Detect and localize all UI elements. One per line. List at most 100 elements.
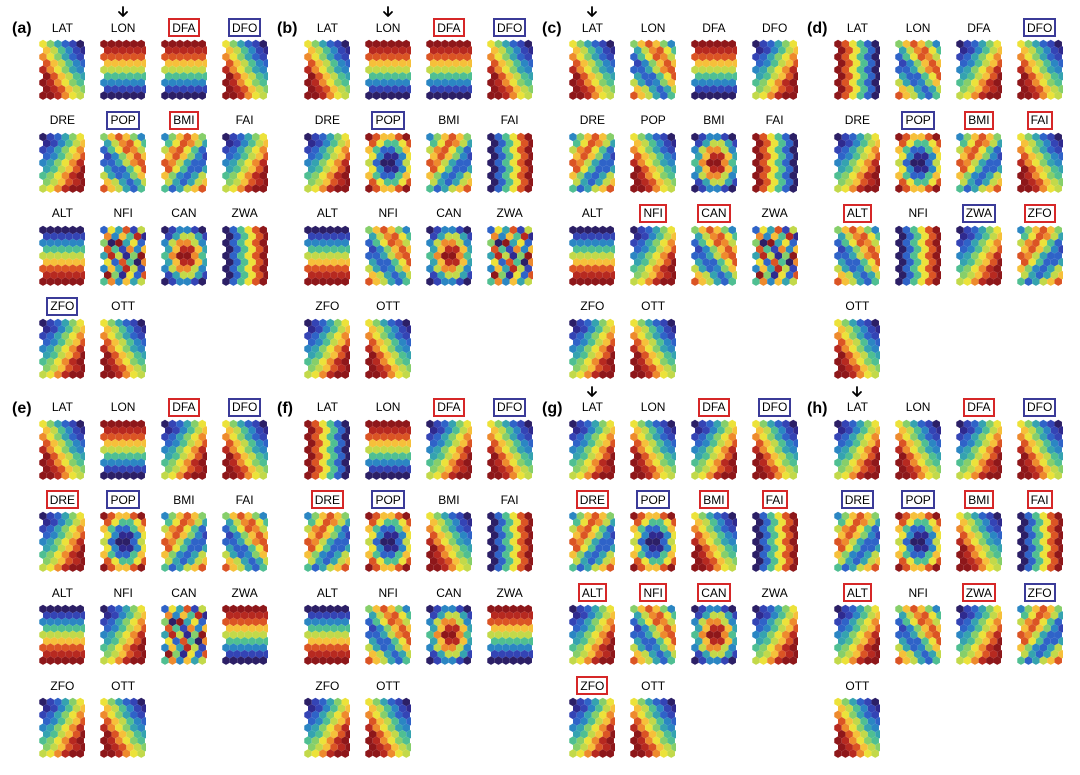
variable-label-zwa: ZWA — [228, 204, 262, 223]
variable-label-zfo: ZFO — [46, 676, 78, 695]
hexmap-wrap — [834, 604, 880, 666]
cell-slot — [1013, 676, 1066, 763]
variable-label-dfa: DFA — [433, 398, 464, 417]
som-hexmap — [630, 318, 676, 380]
variable-label-ott: OTT — [372, 676, 404, 695]
hexmap-wrap — [752, 604, 798, 666]
som-hexmap — [304, 318, 350, 380]
cell-slot: NFI — [892, 583, 945, 670]
hexmap-wrap — [691, 511, 737, 573]
variable-label-lat: LAT — [313, 18, 342, 37]
variable-label-dre: DRE — [46, 490, 79, 509]
cell-slot: ZFO — [1013, 583, 1066, 670]
som-hexmap — [691, 604, 737, 666]
hexmap-wrap — [895, 604, 941, 666]
variable-label-nfi: NFI — [374, 204, 401, 223]
som-hexmap — [39, 318, 85, 380]
som-hexmap — [956, 225, 1002, 287]
hexmap-wrap — [630, 511, 676, 573]
hexmap-wrap — [304, 39, 350, 101]
hexmap-wrap — [222, 511, 268, 573]
variable-label-fai: FAI — [1027, 111, 1053, 130]
som-hexmap — [304, 419, 350, 481]
hexmap-wrap — [100, 511, 146, 573]
cell-slot: LON — [97, 398, 150, 485]
hexmap-wrap — [834, 697, 880, 759]
som-hexmap — [365, 225, 411, 287]
cell-slot: BMI — [688, 490, 741, 577]
panel-b: (b)LATLONDFADFODREPOPBMIFAIALTNFICANZWAZ… — [275, 8, 540, 388]
hexmap-wrap — [365, 39, 411, 101]
variable-label-zwa: ZWA — [493, 583, 527, 602]
cell-slot: LON — [362, 398, 415, 485]
cell-slot: DFO — [748, 18, 801, 105]
cell-slot: ZFO — [1013, 204, 1066, 291]
hexmap-wrap — [100, 318, 146, 380]
variable-label-dre: DRE — [576, 111, 609, 130]
cell-slot: POP — [892, 490, 945, 577]
cell-slot: DFO — [218, 18, 271, 105]
variable-label-zfo: ZFO — [576, 676, 608, 695]
som-hexmap — [39, 604, 85, 666]
variable-label-ott: OTT — [841, 297, 873, 316]
cell-grid: LATLONDFADFODREPOPBMIFAIALTNFICANZWAZFOO… — [36, 398, 271, 764]
panels-grid: (a)LATLONDFADFODREPOPBMIFAIALTNFICANZWAZ… — [10, 8, 1070, 767]
cell-slot: FAI — [748, 111, 801, 198]
hexmap-wrap — [100, 604, 146, 666]
variable-label-zwa: ZWA — [758, 204, 792, 223]
som-hexmap — [304, 511, 350, 573]
cell-slot: BMI — [158, 111, 211, 198]
som-hexmap — [691, 132, 737, 194]
som-hexmap — [222, 511, 268, 573]
som-hexmap — [834, 419, 880, 481]
hexmap-wrap — [304, 318, 350, 380]
variable-label-can: CAN — [432, 583, 465, 602]
cell-slot — [953, 676, 1006, 763]
cell-slot: ZWA — [218, 204, 271, 291]
som-hexmap — [752, 511, 798, 573]
cell-slot: FAI — [748, 490, 801, 577]
som-hexmap — [630, 419, 676, 481]
som-hexmap — [956, 511, 1002, 573]
variable-label-can: CAN — [167, 583, 200, 602]
hexmap-wrap — [956, 39, 1002, 101]
cell-slot: DFO — [218, 398, 271, 485]
cell-slot — [892, 297, 945, 384]
variable-label-can: CAN — [697, 204, 730, 223]
cell-slot: NFI — [362, 583, 415, 670]
hexmap-wrap — [630, 132, 676, 194]
hexmap-wrap — [161, 419, 207, 481]
cell-slot: ALT — [566, 204, 619, 291]
cell-slot: DRE — [566, 490, 619, 577]
som-hexmap — [426, 419, 472, 481]
cell-slot: OTT — [362, 676, 415, 763]
cell-slot: LON — [892, 398, 945, 485]
cell-slot: LAT — [301, 18, 354, 105]
cell-slot: OTT — [97, 297, 150, 384]
variable-label-dfo: DFO — [228, 398, 261, 417]
cell-slot: DFO — [483, 398, 536, 485]
som-hexmap — [100, 419, 146, 481]
variable-label-zfo: ZFO — [46, 297, 78, 316]
cell-slot — [953, 297, 1006, 384]
som-hexmap — [304, 225, 350, 287]
som-hexmap — [100, 225, 146, 287]
hexmap-wrap — [39, 132, 85, 194]
variable-label-alt: ALT — [578, 204, 607, 223]
som-hexmap — [100, 132, 146, 194]
variable-label-zfo: ZFO — [1024, 204, 1056, 223]
som-hexmap — [895, 604, 941, 666]
hexmap-wrap — [487, 132, 533, 194]
variable-label-lon: LON — [902, 18, 935, 37]
hexmap-wrap — [752, 225, 798, 287]
cell-slot: CAN — [423, 204, 476, 291]
variable-label-pop: POP — [106, 490, 139, 509]
variable-label-fai: FAI — [232, 111, 258, 130]
som-hexmap — [426, 511, 472, 573]
variable-label-zfo: ZFO — [311, 297, 343, 316]
variable-label-lat: LAT — [48, 398, 77, 417]
hexmap-wrap — [304, 697, 350, 759]
hexmap-wrap — [304, 132, 350, 194]
som-hexmap — [100, 39, 146, 101]
variable-label-can: CAN — [432, 204, 465, 223]
